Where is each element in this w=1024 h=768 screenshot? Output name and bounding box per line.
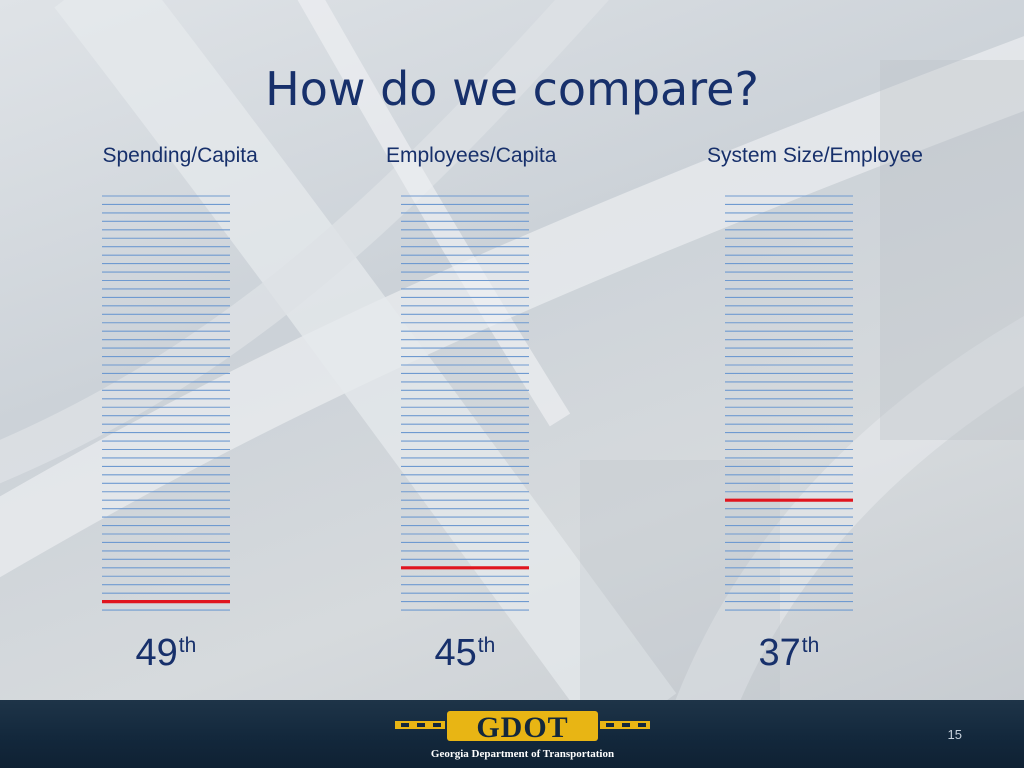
aerial-highway-background: [0, 0, 1024, 700]
rank-label: 37th: [759, 632, 820, 675]
rank-number: 45: [434, 632, 477, 674]
rank-number: 49: [135, 632, 178, 674]
footer-bar: GDOT Georgia Department of Transportatio…: [0, 700, 1024, 768]
slide-title: How do we compare?: [265, 62, 759, 116]
column-label: Spending/Capita: [102, 144, 258, 167]
rank-suffix: th: [477, 634, 496, 657]
organization-name: Georgia Department of Transportation: [430, 748, 615, 760]
gdot-logo-mark: GDOT: [395, 711, 650, 744]
column-label: System Size/Employee: [707, 144, 923, 167]
rank-column: [401, 195, 529, 611]
svg-text:GDOT: GDOT: [476, 711, 568, 744]
rank-number: 37: [758, 632, 801, 674]
rank-suffix: th: [801, 634, 820, 657]
column-label: Employees/Capita: [386, 144, 557, 167]
rank-column: [102, 195, 230, 611]
rank-column: [725, 195, 853, 611]
rank-suffix: th: [178, 634, 197, 657]
rank-label: 45th: [435, 632, 496, 675]
gdot-logo: GDOT Georgia Department of Transportatio…: [395, 707, 650, 765]
rank-label: 49th: [136, 632, 197, 675]
page-number: 15: [947, 727, 962, 742]
